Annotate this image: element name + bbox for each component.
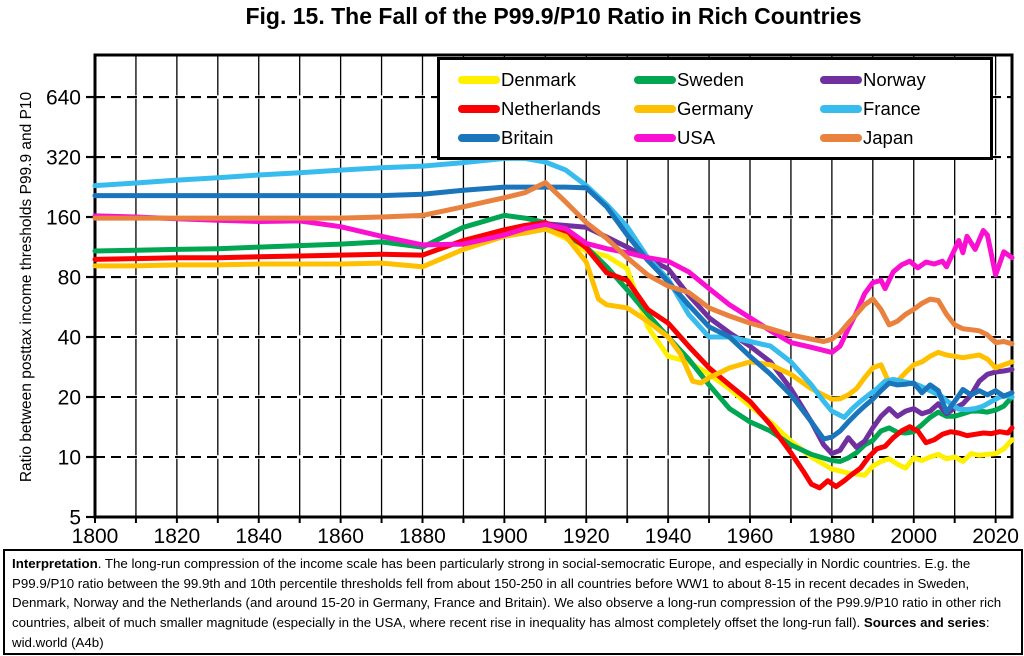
x-tick-label: 2000: [890, 525, 937, 548]
legend-item-usa: USA: [634, 125, 820, 150]
legend-swatch-netherlands: [458, 104, 500, 113]
x-tick-label: 1960: [727, 525, 774, 548]
legend-label: Germany: [677, 97, 754, 119]
legend-swatch-denmark: [458, 75, 500, 84]
y-tick-label: 320: [46, 147, 81, 170]
legend-swatch-france: [820, 104, 862, 113]
legend-item-germany: Germany: [634, 96, 820, 121]
x-tick-label: 1920: [563, 525, 610, 548]
x-tick-label: 2020: [972, 525, 1019, 548]
series-line-germany: [92, 226, 1015, 402]
y-tick-label: 5: [69, 507, 81, 530]
legend-item-netherlands: Netherlands: [458, 96, 634, 121]
legend-label: Britain: [501, 126, 554, 148]
legend-swatch-britain: [458, 133, 500, 142]
legend-item-norway: Norway: [820, 67, 970, 92]
y-tick-label: 160: [46, 207, 81, 230]
x-tick-label: 1860: [317, 525, 364, 548]
legend-swatch-germany: [634, 104, 676, 113]
legend-label: Sweden: [677, 68, 744, 90]
line-chart: 5 10 20 40 80 160 320 640 1800 1820 1840 1860 1880 19…: [46, 53, 1019, 548]
x-tick-label: 1840: [235, 525, 282, 548]
y-tick-label: 40: [58, 327, 81, 350]
x-tick-label: 1900: [481, 525, 528, 548]
legend-swatch-usa: [634, 133, 676, 142]
legend-label: Denmark: [501, 68, 577, 90]
interpretation-bold-text: Interpretation: [12, 556, 98, 571]
interpretation-text: : wid.world (A4b): [12, 615, 990, 650]
x-tick-label: 1820: [154, 525, 201, 548]
x-tick-label: 1880: [399, 525, 446, 548]
legend-swatch-norway: [820, 75, 862, 84]
legend-label: Netherlands: [501, 97, 601, 119]
legend-label: Norway: [863, 68, 926, 90]
legend-swatch-japan: [820, 133, 862, 142]
series-line-britain: [92, 184, 1015, 442]
series-line-netherlands: [92, 220, 1015, 491]
x-tick-label: 1940: [645, 525, 692, 548]
series-line-norway: [542, 221, 1015, 457]
legend-label: France: [863, 97, 921, 119]
plot-border: [93, 53, 1014, 519]
legend-item-denmark: Denmark: [458, 67, 634, 92]
y-tick-label: 80: [58, 267, 81, 290]
x-tick-label: 1800: [72, 525, 119, 548]
interpretation-box: Interpretation. The long-run compression…: [3, 549, 1023, 655]
x-tick-label: 1980: [809, 525, 856, 548]
interpretation-text: . The long-run compression of the income…: [12, 556, 1002, 631]
chart-legend: Denmark Sweden Norway Netherlands Germany Fra…: [437, 57, 993, 160]
y-tick-label: 640: [46, 87, 81, 110]
series-line-france: [92, 155, 1015, 420]
legend-label: Japan: [863, 126, 914, 148]
legend-item-france: France: [820, 96, 970, 121]
legend-item-sweden: Sweden: [634, 67, 820, 92]
chart-title: Fig. 15. The Fall of the P99.9/P10 Ratio…: [245, 3, 862, 29]
legend-item-japan: Japan: [820, 125, 970, 150]
series-line-japan: [92, 180, 1015, 347]
legend-swatch-sweden: [634, 75, 676, 84]
series-line-usa: [92, 213, 1015, 355]
y-tick-label: 20: [58, 387, 81, 410]
legend-item-britain: Britain: [458, 125, 634, 150]
y-tick-label: 10: [58, 447, 81, 470]
interpretation-bold-text: Sources and series: [863, 615, 986, 631]
legend-label: USA: [677, 126, 716, 148]
